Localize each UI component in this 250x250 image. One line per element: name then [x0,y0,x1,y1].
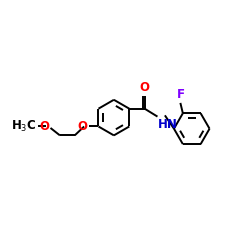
Text: F: F [176,88,184,101]
Text: O: O [140,81,149,94]
Text: O: O [78,120,88,133]
Text: O: O [39,120,49,133]
Text: HN: HN [158,118,177,130]
Text: H$_3$C: H$_3$C [12,119,37,134]
